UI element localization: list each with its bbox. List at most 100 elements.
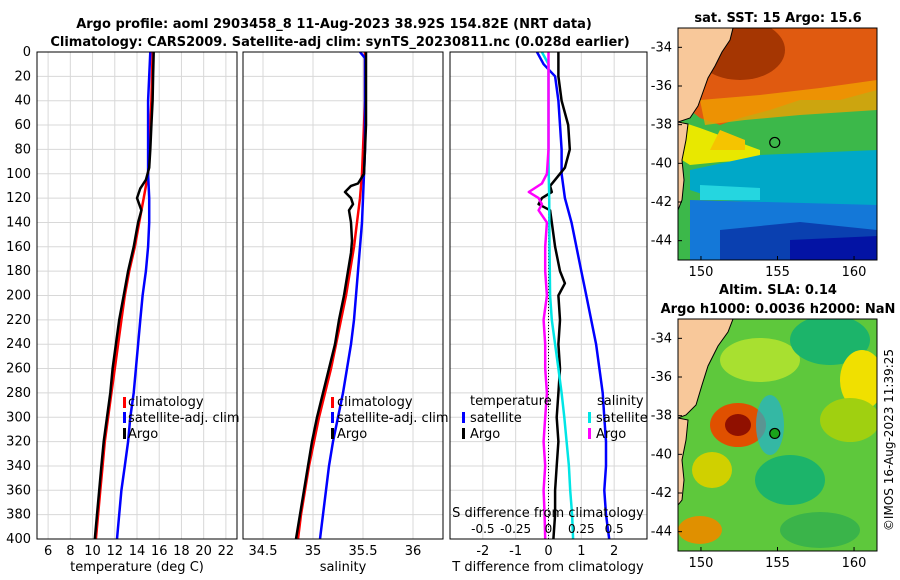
legend-temperature-heading: temperature: [470, 394, 552, 409]
lon-tick-label: 150: [689, 265, 714, 280]
legend-t-argo: Argo: [470, 427, 500, 442]
salinity-panel: 34.5 35 35.5 36 salinity climatology satell…: [242, 51, 449, 575]
difference-panel: -2 -1 0 1 2 -0.5 -0.25 0 0.25 0.5 S difference f…: [449, 51, 648, 575]
y-tick-label: 160: [6, 240, 31, 255]
legend-swatch-climatology: [123, 397, 126, 408]
copyright-stamp: ©IMOS 16-Aug-2023 11:39:25: [882, 349, 896, 531]
sst-lon-tick-labels: 150 155 160: [689, 256, 866, 280]
y-tick-label: 20: [14, 69, 31, 84]
y-tick-label: 240: [6, 337, 31, 352]
sla-map-title-1: Altim. SLA: 0.14: [719, 283, 837, 298]
x-tick-label: 10: [84, 544, 101, 559]
legend-swatch-s-argo: [588, 428, 591, 439]
x-tick-label: -1: [509, 544, 522, 559]
temperature-grid: [37, 51, 237, 540]
salinity-tick-labels: 34.5 35 35.5 36: [249, 544, 422, 559]
s-tick-label: 0.5: [605, 522, 624, 536]
salinity-axes-box: [242, 51, 444, 540]
legend-salinity-heading: salinity: [597, 394, 644, 409]
lon-tick-label: 160: [842, 556, 867, 571]
lat-tick-label: -34: [651, 331, 672, 346]
series-line-salinity-argo: [527, 52, 550, 539]
legend-argo: Argo: [128, 427, 158, 442]
x-tick-label: 1: [577, 544, 585, 559]
argo-position-marker: [769, 136, 781, 149]
x-tick-label: 35.5: [349, 544, 378, 559]
y-tick-label: 0: [23, 45, 31, 60]
depth-tick-labels: 0 20 40 60 80 100 120 140 160 180 200 220 240 260 280 3…: [6, 45, 31, 547]
sla-map: Altim. SLA: 0.14 Argo h1000: 0.0036 h200…: [651, 283, 896, 571]
legend-swatch-s-satellite: [588, 412, 591, 423]
legend-climatology: climatology: [128, 395, 204, 410]
y-tick-label: 100: [6, 167, 31, 182]
title-line-2: Climatology: CARS2009. Satellite-adj cli…: [50, 35, 629, 50]
lat-tick-label: -42: [651, 195, 672, 210]
lat-tick-label: -44: [651, 525, 672, 540]
lat-tick-label: -38: [651, 118, 672, 133]
temperature-xlabel: temperature (deg C): [70, 560, 204, 575]
y-tick-label: 400: [6, 532, 31, 547]
lat-tick-label: -40: [651, 156, 672, 171]
y-tick-label: 340: [6, 459, 31, 474]
lon-tick-label: 150: [689, 556, 714, 571]
legend-climatology: climatology: [337, 395, 413, 410]
difference-axes-box: [449, 51, 648, 540]
legend-t-satellite: satellite: [470, 411, 522, 426]
legend-s-satellite: satellite: [596, 411, 648, 426]
x-tick-label: 34.5: [249, 544, 278, 559]
legend-swatch-satellite: [123, 412, 126, 423]
y-tick-label: 360: [6, 483, 31, 498]
series-line-climatology: [296, 52, 367, 539]
title-line-1: Argo profile: aoml 2903458_8 11-Aug-2023…: [76, 17, 592, 32]
lon-tick-label: 155: [765, 556, 790, 571]
sla-lon-tick-labels: 150 155 160: [689, 547, 867, 571]
series-line-temperature-argo: [537, 52, 572, 539]
temperature-lines: [93, 52, 155, 539]
argo-position-marker: [769, 427, 781, 440]
s-tick-label: 0: [545, 522, 553, 536]
y-tick-label: 220: [6, 313, 31, 328]
y-tick-label: 300: [6, 410, 31, 425]
legend-swatch-climatology: [331, 397, 334, 408]
difference-legend-left: temperature satellite Argo: [462, 394, 552, 442]
s-tick-label: -0.5: [471, 522, 494, 536]
y-tick-label: 60: [14, 118, 31, 133]
y-tick-label: 180: [6, 264, 31, 279]
y-tick-label: 200: [6, 289, 31, 304]
y-tick-label: 320: [6, 435, 31, 450]
difference-legend-right: salinity satellite Argo: [588, 394, 648, 442]
difference-lines: [527, 52, 611, 539]
series-line-argo: [294, 52, 368, 539]
salinity-xlabel: salinity: [320, 560, 367, 575]
y-tick-label: 380: [6, 508, 31, 523]
temperature-legend: climatology satellite-adj. clim Argo: [123, 395, 240, 442]
salinity-lines: [294, 52, 368, 539]
x-tick-label: 36: [405, 544, 422, 559]
x-tick-label: 18: [173, 544, 190, 559]
y-tick-label: 40: [14, 94, 31, 109]
x-tick-label: 12: [107, 544, 124, 559]
s-difference-tick-labels: -0.5 -0.25 0 0.25 0.5: [471, 522, 624, 536]
sla-field: [678, 319, 877, 551]
salinity-legend: climatology satellite-adj. clim Argo: [331, 395, 449, 442]
legend-swatch-satellite: [331, 412, 334, 423]
lat-tick-label: -42: [651, 486, 672, 501]
t-difference-tick-labels: -2 -1 0 1 2: [476, 544, 618, 559]
legend-satellite: satellite-adj. clim: [337, 411, 449, 426]
lat-tick-label: -40: [651, 447, 672, 462]
sst-map: sat. SST: 15 Argo: 15.6 -34-36-38-40-42-…: [651, 11, 878, 280]
series-line-temperature-satellite: [535, 52, 611, 539]
sla-map-title-2: Argo h1000: 0.0036 h2000: NaN: [661, 302, 896, 317]
lat-tick-label: -38: [651, 409, 672, 424]
y-tick-label: 140: [6, 215, 31, 230]
t-difference-xlabel: T difference from climatology: [451, 560, 644, 575]
legend-s-argo: Argo: [596, 427, 626, 442]
sst-field: [678, 28, 877, 260]
x-tick-label: 14: [129, 544, 146, 559]
legend-swatch-argo: [331, 428, 334, 439]
x-tick-label: 2: [610, 544, 618, 559]
s-tick-label: 0.25: [568, 522, 595, 536]
y-tick-label: 80: [14, 142, 31, 157]
temperature-axes-box: [36, 51, 238, 540]
series-line-satellite-adj-clim: [115, 52, 152, 539]
